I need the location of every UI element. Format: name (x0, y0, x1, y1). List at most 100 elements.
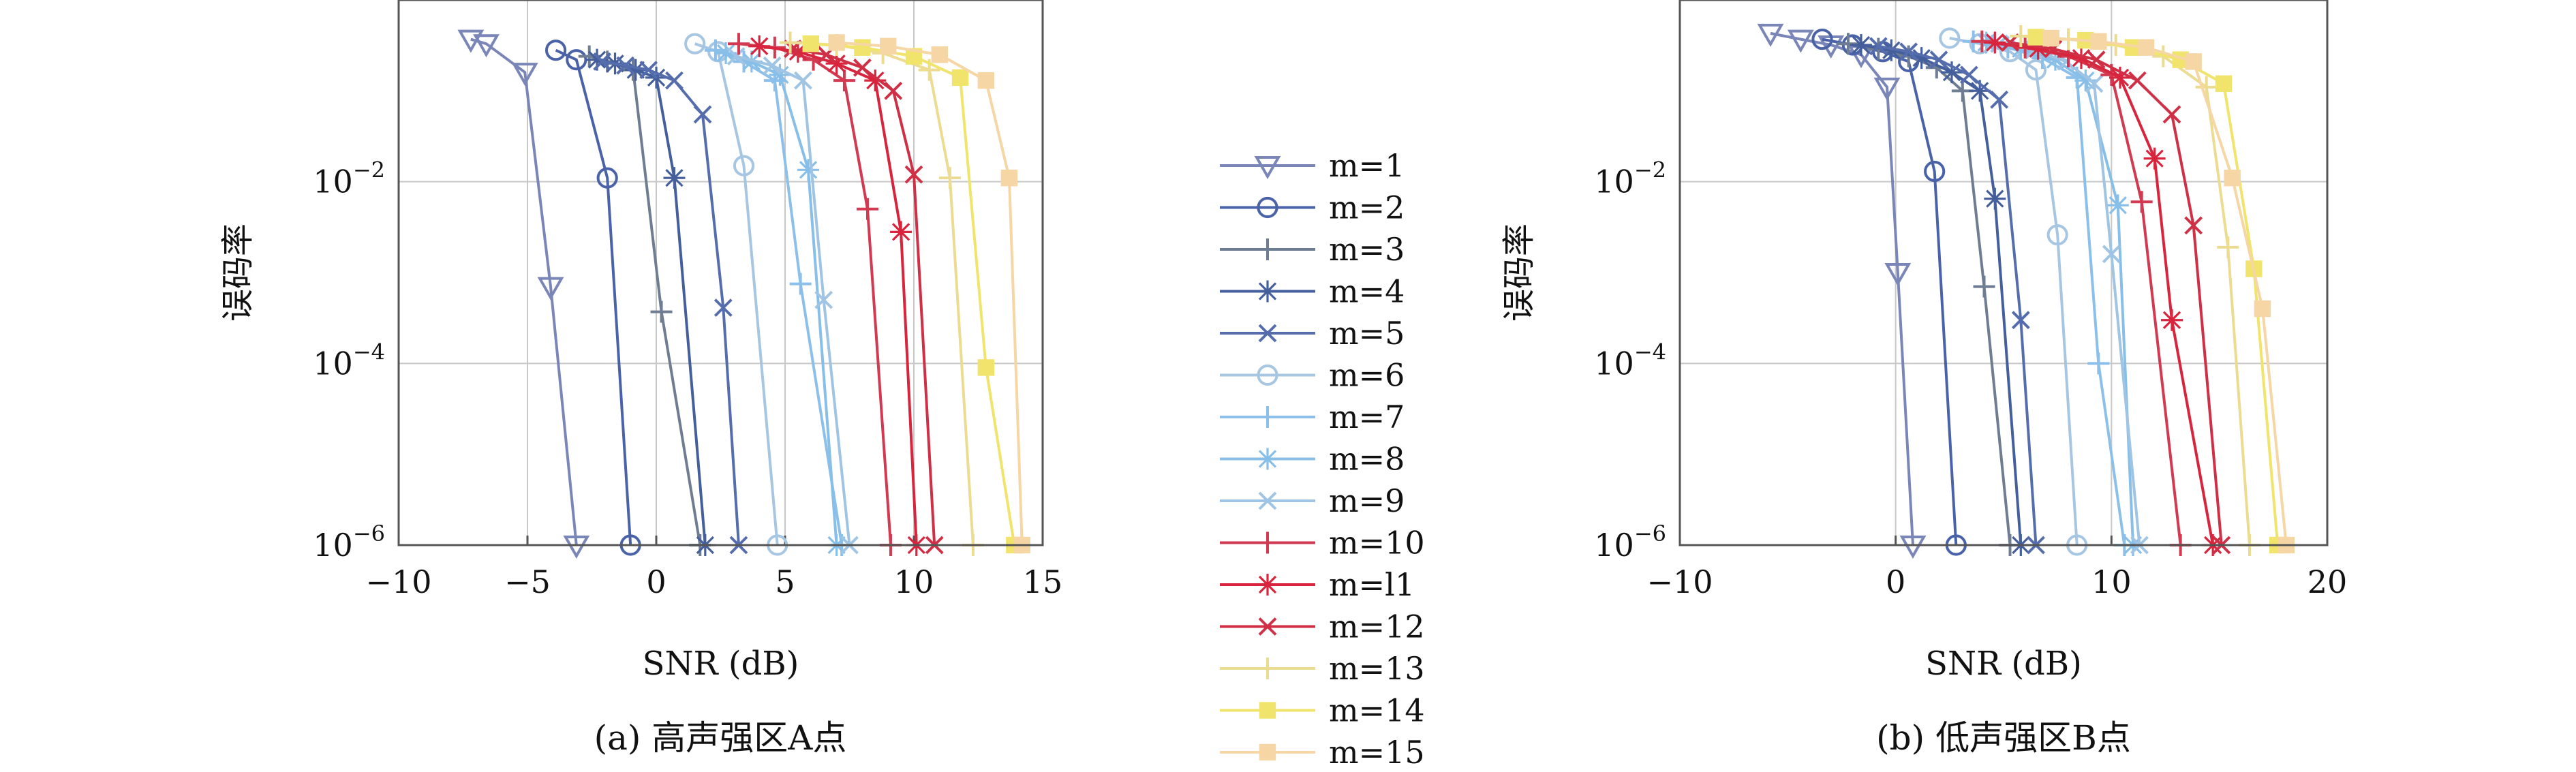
data-point (726, 47, 746, 66)
data-point (2087, 50, 2106, 70)
series-m=l1 (1984, 31, 2224, 556)
series-line (1949, 37, 2079, 546)
data-point (977, 72, 995, 89)
series-line (836, 41, 1024, 546)
data-point (566, 49, 587, 71)
data-point (854, 39, 871, 56)
legend-item: m=10 (1220, 525, 1425, 561)
x-tick-label: −10 (365, 563, 431, 600)
legend-item: m=15 (1220, 734, 1425, 771)
data-point (1869, 37, 1888, 56)
data-point (2184, 216, 2203, 235)
data-point (1899, 42, 1918, 61)
data-point (2102, 245, 2121, 264)
data-point (2185, 53, 2202, 70)
chart-a: −10 −5 0 5 10 15 10−2 10−4 10−6 SNR (dB) 误码率 (a) 高声… (219, 0, 1062, 758)
legend-item: m=4 (1220, 273, 1405, 310)
data-point (802, 35, 819, 52)
legend-label: m=13 (1329, 650, 1425, 687)
data-point (748, 35, 771, 57)
data-point (511, 63, 538, 87)
data-point (880, 37, 897, 55)
data-point (714, 298, 733, 318)
plot-frame (397, 0, 1044, 546)
data-point (1941, 61, 1963, 84)
data-point (2143, 147, 2166, 170)
y-axis-label: 误码率 (1500, 223, 1538, 322)
y-tick-label: 10−2 (313, 157, 385, 200)
data-point (1757, 23, 1784, 47)
data-point (864, 70, 887, 92)
y-tick-label: 10−6 (1594, 521, 1666, 563)
data-point (1984, 31, 2006, 54)
x-tick-label: −10 (1646, 563, 1713, 600)
data-point (693, 105, 712, 124)
data-point (828, 34, 845, 51)
data-point (1811, 28, 1833, 50)
x-axis-label: SNR (dB) (1925, 645, 2082, 683)
data-point (763, 56, 782, 75)
series-m=9 (726, 47, 859, 555)
series-line (1973, 40, 2126, 546)
data-point (2161, 309, 2183, 331)
data-point (904, 165, 923, 184)
data-point (1924, 160, 1946, 183)
series-m=7 (1962, 30, 2136, 556)
legend-label: m=12 (1329, 608, 1425, 645)
x-tick-label: −5 (504, 563, 551, 600)
series-m=13 (2010, 25, 2260, 556)
data-point (639, 61, 658, 80)
data-point (2254, 300, 2271, 318)
data-point (2128, 71, 2147, 90)
data-point (2074, 70, 2097, 92)
legend-label: m=15 (1329, 734, 1425, 771)
legend-item: m=7 (1220, 399, 1405, 435)
series-m=6 (1939, 27, 2088, 556)
data-point (663, 167, 686, 189)
data-point (1973, 275, 1995, 298)
data-point (733, 155, 755, 176)
legend-marker (1257, 280, 1278, 303)
data-point (2087, 352, 2110, 375)
legend: m=1 m=2 m=3 m=4 m=5 m=6 m=7 m=8 m=9 m=10 m=l1 m=12 m… (1220, 147, 1425, 771)
legend-label: m=9 (1329, 482, 1405, 519)
data-point (563, 536, 590, 559)
legend-marker (1257, 658, 1278, 679)
x-tick-label: 5 (775, 563, 795, 600)
chart-caption: (b) 低声强区B点 (1876, 718, 2131, 758)
data-point (2027, 37, 2049, 60)
data-point (2042, 29, 2059, 47)
series-line (792, 47, 936, 546)
data-point (1971, 30, 1993, 52)
data-point (616, 56, 635, 75)
x-tick-label: 10 (894, 563, 934, 600)
data-point (779, 31, 801, 54)
data-point (797, 159, 820, 181)
y-tick-label: 10−2 (1594, 157, 1666, 200)
legend-label: m=10 (1329, 525, 1425, 561)
data-point (537, 277, 564, 300)
legend-item: m=2 (1220, 189, 1405, 226)
data-point (665, 71, 684, 90)
data-point (905, 48, 923, 65)
data-point (814, 290, 833, 309)
data-point (786, 40, 809, 63)
y-tick-label: 10−4 (1594, 339, 1666, 382)
data-point (2027, 29, 2044, 46)
legend-marker (1254, 156, 1281, 180)
legend-item: m=3 (1220, 231, 1405, 268)
legend-label: m=1 (1329, 147, 1405, 184)
data-point (884, 81, 903, 100)
data-point (2109, 66, 2131, 89)
series-m=14 (2027, 29, 2286, 554)
legend-item: m=14 (1220, 692, 1425, 729)
data-point (2162, 105, 2181, 124)
legend-label: m=14 (1329, 692, 1425, 729)
x-tick-label: 10 (2091, 563, 2132, 600)
y-tick-label: 10−4 (313, 339, 385, 382)
legend-marker (1257, 531, 1278, 554)
data-point (2070, 47, 2092, 70)
data-point (2106, 194, 2129, 217)
data-point (545, 40, 567, 61)
